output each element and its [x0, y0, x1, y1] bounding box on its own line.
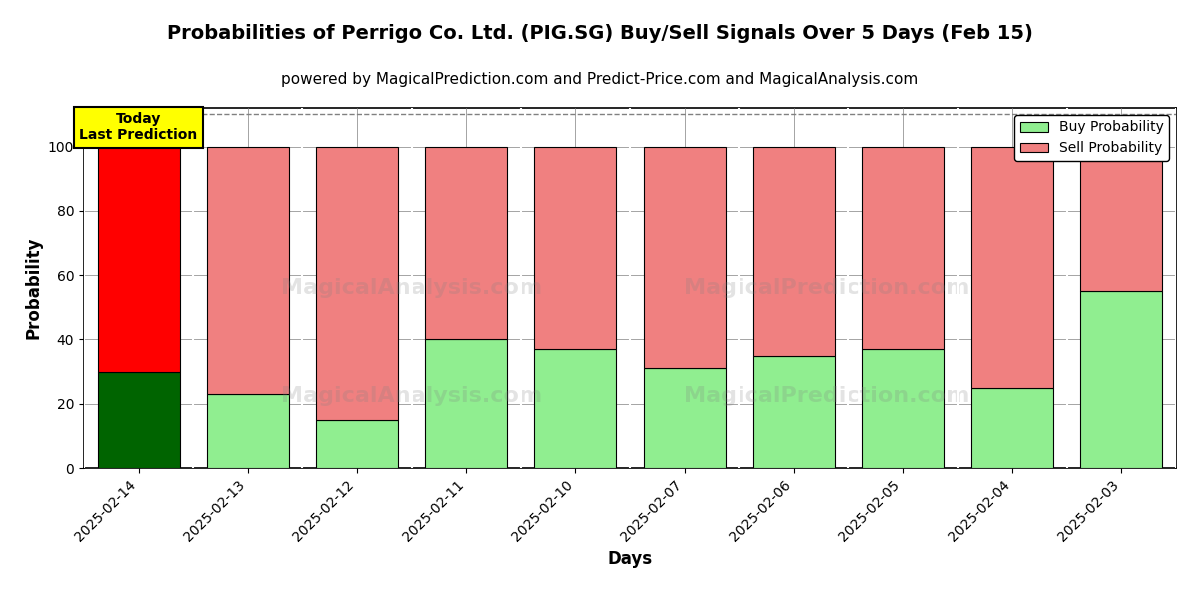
- Text: Probabilities of Perrigo Co. Ltd. (PIG.SG) Buy/Sell Signals Over 5 Days (Feb 15): Probabilities of Perrigo Co. Ltd. (PIG.S…: [167, 24, 1033, 43]
- Bar: [425, 340, 508, 468]
- Text: Today
Last Prediction: Today Last Prediction: [79, 112, 198, 142]
- Bar: [1080, 146, 1163, 291]
- Bar: [643, 368, 726, 468]
- Bar: [316, 146, 398, 420]
- X-axis label: Days: Days: [607, 550, 653, 568]
- Bar: [971, 388, 1054, 468]
- Bar: [752, 146, 835, 355]
- Legend: Buy Probability, Sell Probability: Buy Probability, Sell Probability: [1014, 115, 1169, 161]
- Bar: [206, 394, 289, 468]
- Bar: [534, 349, 617, 468]
- Bar: [643, 146, 726, 368]
- Bar: [206, 146, 289, 394]
- Bar: [97, 146, 180, 371]
- Bar: [971, 146, 1054, 388]
- Text: MagicalAnalysis.com: MagicalAnalysis.com: [281, 278, 542, 298]
- Bar: [425, 146, 508, 340]
- Bar: [862, 146, 944, 349]
- Bar: [534, 146, 617, 349]
- Text: MagicalAnalysis.com: MagicalAnalysis.com: [281, 386, 542, 406]
- Text: MagicalPrediction.com: MagicalPrediction.com: [684, 278, 970, 298]
- Bar: [316, 420, 398, 468]
- Bar: [752, 355, 835, 468]
- Bar: [862, 349, 944, 468]
- Bar: [97, 371, 180, 468]
- Bar: [1080, 291, 1163, 468]
- Y-axis label: Probability: Probability: [24, 237, 42, 339]
- Text: powered by MagicalPrediction.com and Predict-Price.com and MagicalAnalysis.com: powered by MagicalPrediction.com and Pre…: [281, 72, 919, 87]
- Text: MagicalPrediction.com: MagicalPrediction.com: [684, 386, 970, 406]
